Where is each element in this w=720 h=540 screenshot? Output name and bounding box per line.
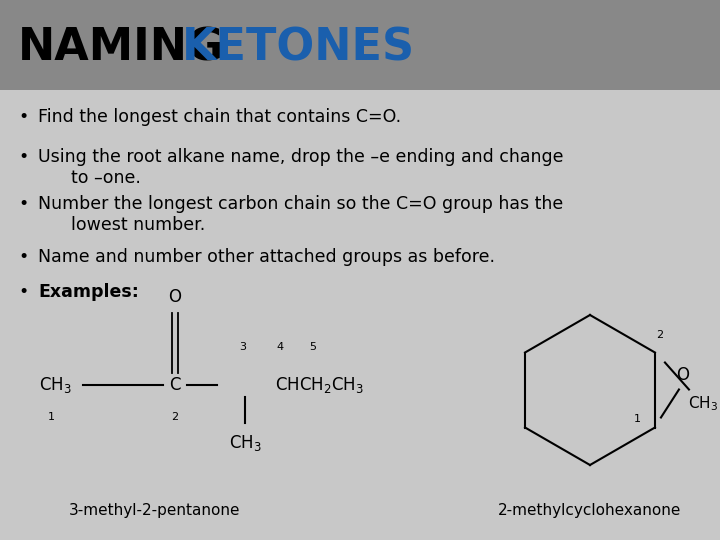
Text: •: • (18, 108, 28, 126)
Text: $\mathrm{CH_3}$: $\mathrm{CH_3}$ (229, 433, 261, 453)
Text: 3: 3 (240, 342, 246, 352)
Text: 5: 5 (310, 342, 317, 352)
Text: Using the root alkane name, drop the –e ending and change
      to –one.: Using the root alkane name, drop the –e … (38, 148, 564, 187)
Text: C: C (169, 376, 181, 394)
Text: NAMING: NAMING (18, 26, 225, 70)
Text: 3-methyl-2-pentanone: 3-methyl-2-pentanone (69, 503, 240, 517)
Text: 2: 2 (171, 412, 179, 422)
Text: $\mathrm{CH_3}$: $\mathrm{CH_3}$ (39, 375, 71, 395)
Text: KETONES: KETONES (182, 26, 415, 70)
Text: 2: 2 (657, 329, 664, 340)
Text: •: • (18, 248, 28, 266)
Text: 4: 4 (276, 342, 284, 352)
Text: 1: 1 (48, 412, 55, 422)
FancyBboxPatch shape (0, 0, 720, 90)
Text: Examples:: Examples: (38, 283, 139, 301)
Text: Find the longest chain that contains C=O.: Find the longest chain that contains C=O… (38, 108, 401, 126)
Text: 2-methylcyclohexanone: 2-methylcyclohexanone (498, 503, 682, 517)
Text: O: O (168, 288, 181, 306)
Text: O: O (677, 367, 690, 384)
Text: $\mathrm{CH_3}$: $\mathrm{CH_3}$ (688, 394, 718, 413)
Text: 1: 1 (634, 415, 641, 424)
Text: $\mathrm{CHCH_2CH_3}$: $\mathrm{CHCH_2CH_3}$ (275, 375, 364, 395)
Text: •: • (18, 195, 28, 213)
Text: Name and number other attached groups as before.: Name and number other attached groups as… (38, 248, 495, 266)
Text: •: • (18, 283, 28, 301)
Text: Number the longest carbon chain so the C=O group has the
      lowest number.: Number the longest carbon chain so the C… (38, 195, 563, 234)
Text: •: • (18, 148, 28, 166)
